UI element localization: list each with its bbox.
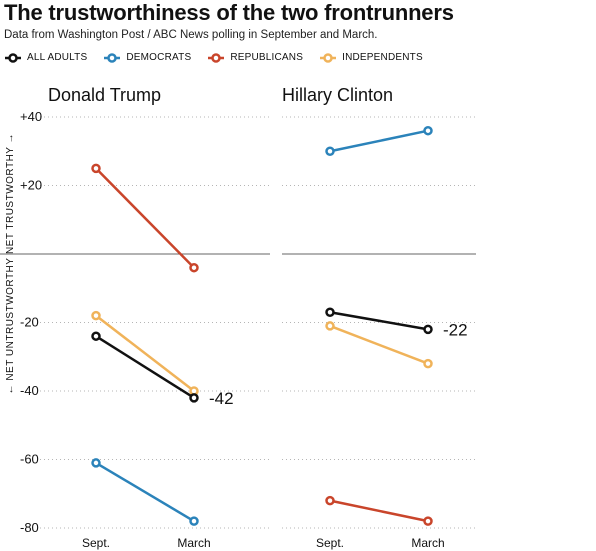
y-tick-label: -80 [20,520,39,535]
data-point-democrats [423,125,433,136]
legend-label: INDEPENDENTS [342,52,423,63]
panel-title: Hillary Clinton [282,85,393,105]
y-axis-label-trustworthy: NET TRUSTWORTHY → [5,133,16,254]
data-point-independents [325,321,335,331]
legend-swatch-independents [320,52,337,63]
x-tick-label: Sept. [316,536,344,550]
legend-item-all-adults: ALL ADULTS [4,52,87,63]
data-point-democrats [325,146,335,156]
y-tick-label: +20 [20,178,42,193]
data-point-republicans [189,262,199,273]
data-point-all_adults [189,393,199,403]
data-label: -22 [443,320,468,339]
y-tick-label: +40 [20,109,42,124]
data-point-all_adults [325,307,335,317]
data-point-independents [423,358,433,369]
data-point-republicans [91,163,101,174]
data-point-all_adults [91,331,101,341]
legend: ALL ADULTS DEMOCRATS REPUBLICANS INDEPEN… [4,52,423,63]
series-line-all_adults [329,310,429,331]
legend-label: REPUBLICANS [230,52,304,63]
legend-swatch-all-adults [5,52,21,63]
y-tick-label: -40 [20,383,39,398]
x-tick-label: Sept. [82,536,110,550]
legend-label: ALL ADULTS [27,52,88,63]
x-tick-label: March [177,536,210,550]
data-point-democrats [189,516,199,526]
chart-title: The trustworthiness of the two frontrunn… [4,0,454,25]
data-point-independents [91,310,101,321]
chart-subtitle: Data from Washington Post / ABC News pol… [4,29,378,41]
series-line-all_adults [95,335,195,399]
data-point-republicans [325,495,335,506]
data-point-democrats [91,458,101,468]
series-line-democrats [95,461,195,523]
x-tick-label: March [411,536,444,550]
series-line-independents [95,314,195,392]
legend-swatch-democrats [104,52,121,63]
legend-label: DEMOCRATS [126,52,192,63]
series-line-independents [329,324,429,365]
y-axis-label-untrustworthy: ← NET UNTRUSTWORTHY [5,258,16,395]
y-tick-label: -20 [20,315,39,330]
panel-title: Donald Trump [48,85,161,105]
legend-item-independents: INDEPENDENTS [319,52,423,63]
data-label: -42 [209,389,234,408]
legend-swatch-republicans [208,52,225,63]
data-point-all_adults [423,324,433,335]
data-point-republicans [423,516,433,526]
legend-item-republicans: REPUBLICANS [207,52,303,63]
y-tick-label: -60 [20,452,39,467]
series-line-republicans [329,499,429,523]
series-line-democrats [329,129,429,153]
legend-item-democrats: DEMOCRATS [103,52,191,63]
series-line-republicans [95,167,195,269]
